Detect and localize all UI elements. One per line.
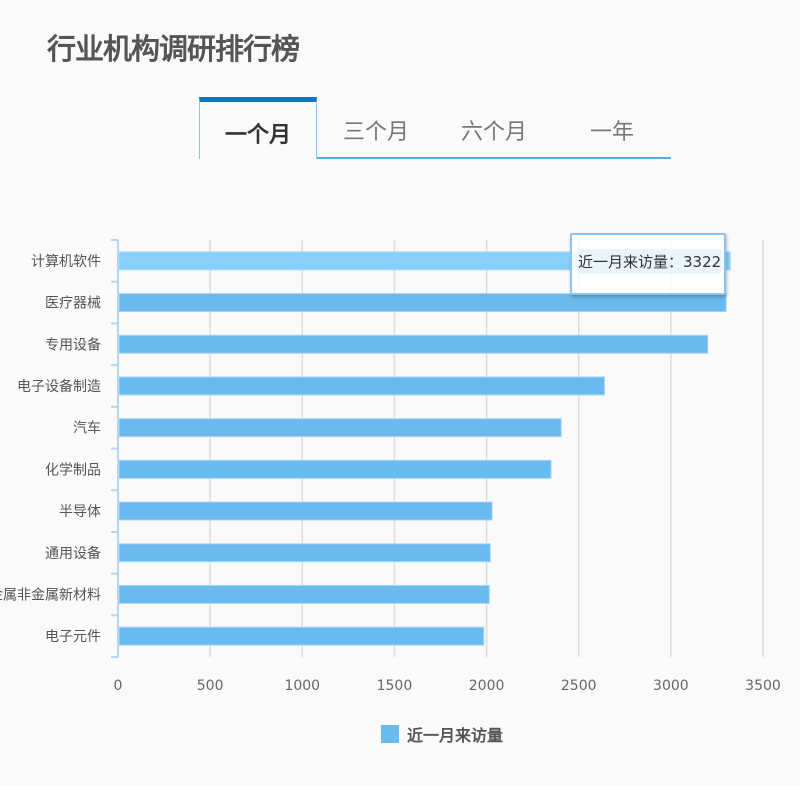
x-tick-label: 2500 (561, 678, 597, 694)
y-category-label: 专用设备 (45, 336, 101, 353)
tab-six-months[interactable]: 六个月 (460, 120, 527, 145)
tab-one-month[interactable]: 一个月 (199, 97, 317, 159)
bar-汽车 (118, 418, 562, 438)
bar-化学制品 (118, 459, 552, 479)
period-tabs: 一个月 三个月 六个月 一年 (199, 97, 671, 159)
y-category-label: 计算机软件 (31, 254, 101, 270)
legend-swatch (381, 725, 399, 743)
x-tick-label: 3000 (653, 678, 689, 694)
tab-one-year[interactable]: 一年 (589, 120, 634, 145)
bar-半导体 (118, 501, 493, 521)
y-category-label: 电子设备制造 (17, 378, 101, 395)
legend-label: 近一月来访量 (407, 726, 504, 745)
y-category-label: 医疗器械 (45, 296, 101, 312)
page-title: 行业机构调研排行榜 (47, 32, 300, 66)
tooltip: 近一月来访量：3322 (570, 233, 726, 295)
y-category-label: 电子元件 (45, 629, 101, 645)
bar-医疗器械 (118, 293, 727, 313)
bar-专用设备 (118, 334, 709, 354)
y-category-label: 半导体 (59, 504, 101, 520)
bar-电子元件 (118, 626, 485, 646)
bar-通用设备 (118, 543, 491, 563)
bar-金属非金属新材料 (118, 584, 490, 604)
y-category-label: 化学制品 (45, 462, 101, 478)
x-tick-label: 1000 (284, 678, 320, 694)
y-category-label: 金属非金属新材料 (0, 587, 101, 603)
x-tick-label: 3500 (745, 678, 781, 694)
tab-underline (316, 157, 671, 159)
tooltip-text: 近一月来访量：3322 (578, 249, 722, 274)
legend[interactable]: 近一月来访量 (381, 722, 503, 746)
y-category-label: 通用设备 (45, 545, 101, 562)
tab-three-months[interactable]: 三个月 (342, 120, 409, 145)
x-tick-label: 1500 (377, 678, 413, 694)
x-tick-label: 2000 (469, 678, 505, 694)
x-tick-label: 0 (114, 678, 123, 694)
y-category-label: 汽车 (73, 420, 101, 437)
x-tick-label: 500 (197, 678, 224, 694)
bar-电子设备制造 (118, 376, 606, 396)
